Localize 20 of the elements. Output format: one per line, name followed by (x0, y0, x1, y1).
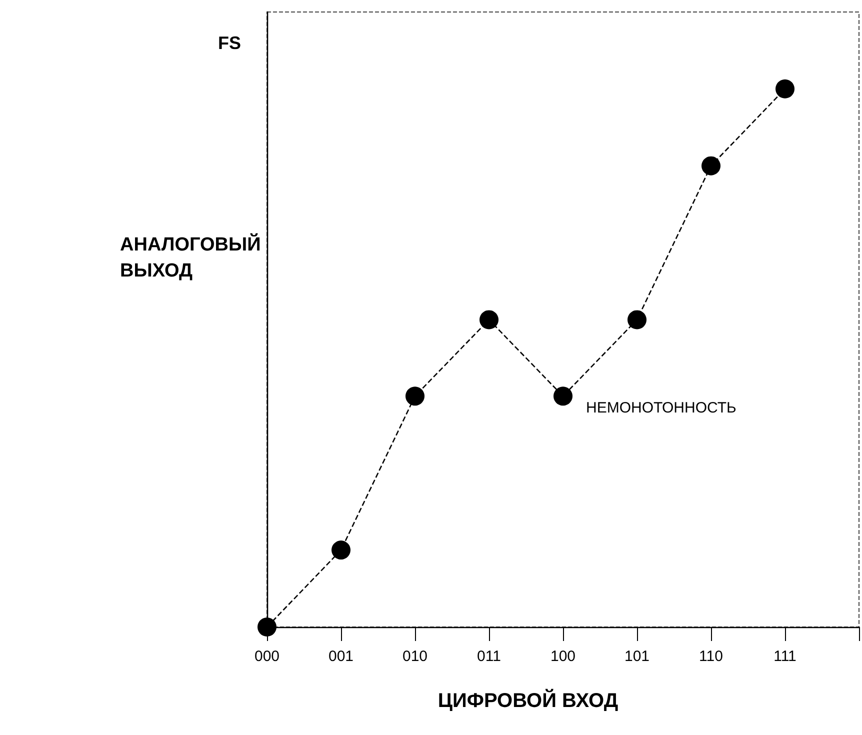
x-axis-title: ЦИФРОВОЙ ВХОД (438, 688, 618, 712)
y-axis-title: АНАЛОГОВЫЙ ВЫХОД (120, 232, 261, 282)
x-tick-label: 110 (699, 648, 723, 665)
point (406, 386, 424, 406)
point (480, 310, 498, 330)
point (258, 618, 276, 636)
point (628, 310, 646, 330)
point (776, 79, 794, 98)
x-tick-label: 000 (254, 648, 280, 665)
annotation: НЕМОНОТОННОСТЬ (586, 400, 736, 417)
x-tick-label: 101 (624, 648, 650, 665)
x-tick-label: 011 (477, 648, 501, 665)
x-tick-label: 001 (328, 648, 354, 665)
point (702, 156, 720, 176)
x-tick-label: 111 (774, 648, 796, 665)
text: FS (218, 33, 242, 53)
x-tick-label: 100 (550, 648, 576, 665)
x-tick-label: 010 (402, 648, 428, 665)
point (332, 540, 350, 560)
point (554, 386, 572, 406)
